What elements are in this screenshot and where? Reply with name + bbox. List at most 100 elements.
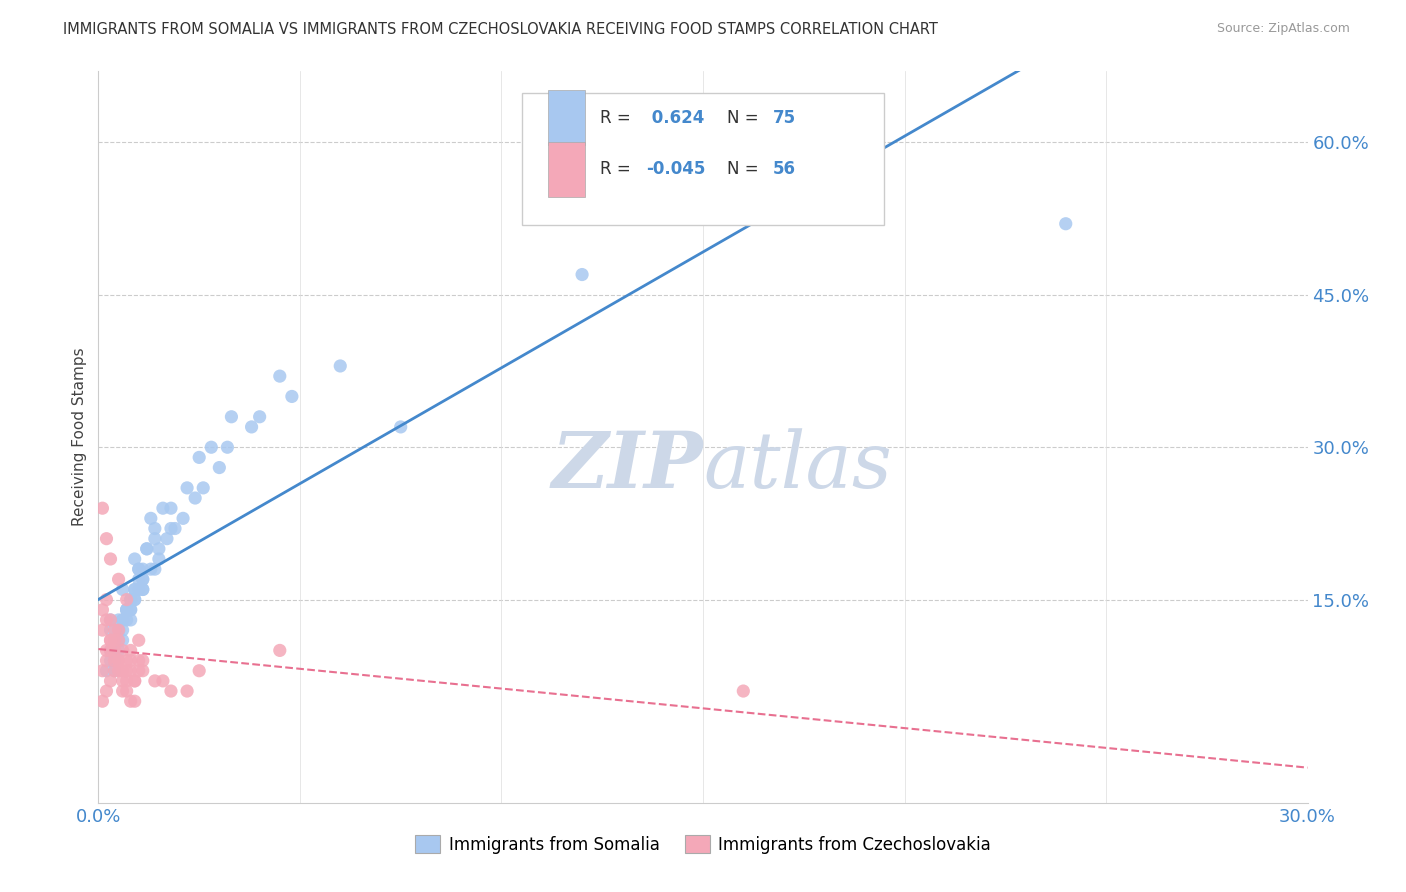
Point (128, 582, 150, 597)
Point (188, 450, 211, 465)
Point (111, 673, 134, 688)
Point (135, 541, 157, 556)
Point (135, 541, 157, 556)
Point (124, 673, 146, 688)
Point (103, 623, 125, 637)
Point (107, 654, 129, 668)
Point (813, 176, 835, 190)
Point (111, 633, 134, 648)
Point (103, 633, 125, 648)
Point (96, 592, 118, 607)
Text: Source: ZipAtlas.com: Source: ZipAtlas.com (1216, 22, 1350, 36)
Point (111, 582, 134, 597)
Point (100, 633, 122, 648)
Text: -0.045: -0.045 (647, 161, 706, 178)
Point (107, 664, 129, 678)
Point (221, 409, 243, 424)
Text: 75: 75 (773, 109, 796, 127)
Point (128, 664, 150, 678)
Text: N =: N = (727, 109, 763, 127)
Point (160, 521, 183, 535)
Point (188, 664, 211, 678)
FancyBboxPatch shape (548, 142, 585, 196)
Point (115, 673, 138, 688)
Point (100, 673, 122, 688)
Point (107, 643, 129, 657)
Text: atlas: atlas (703, 428, 891, 505)
Point (143, 673, 166, 688)
Point (132, 572, 155, 586)
Point (111, 643, 134, 657)
Point (115, 603, 138, 617)
Point (120, 654, 142, 668)
Point (120, 603, 142, 617)
Text: R =: R = (600, 161, 637, 178)
Y-axis label: Receiving Food Stamps: Receiving Food Stamps (72, 348, 87, 526)
Point (103, 633, 125, 648)
Point (103, 664, 125, 678)
Point (107, 623, 129, 637)
Point (91, 501, 114, 516)
FancyBboxPatch shape (522, 94, 884, 225)
Point (148, 552, 170, 566)
Point (107, 613, 129, 627)
Point (111, 664, 134, 678)
Point (200, 440, 222, 454)
Point (103, 654, 125, 668)
Point (143, 521, 166, 535)
Point (111, 623, 134, 637)
Legend: Immigrants from Somalia, Immigrants from Czechoslovakia: Immigrants from Somalia, Immigrants from… (409, 829, 997, 860)
Text: 0.624: 0.624 (647, 109, 704, 127)
Point (132, 582, 155, 597)
Point (128, 633, 150, 648)
Point (156, 532, 179, 546)
Point (115, 603, 138, 617)
Point (124, 592, 146, 607)
Point (389, 420, 412, 434)
Point (571, 268, 593, 282)
Point (100, 633, 122, 648)
Point (329, 359, 352, 373)
Point (249, 409, 271, 424)
Point (132, 582, 155, 597)
Point (128, 562, 150, 576)
Point (96, 664, 118, 678)
Point (132, 664, 155, 678)
Point (103, 633, 125, 648)
Point (103, 643, 125, 657)
Text: 56: 56 (773, 161, 796, 178)
Point (100, 643, 122, 657)
Point (132, 562, 155, 576)
Point (96, 532, 118, 546)
Point (217, 440, 239, 454)
Point (96, 654, 118, 668)
FancyBboxPatch shape (548, 90, 585, 145)
Point (91, 603, 114, 617)
Point (107, 623, 129, 637)
Point (160, 684, 183, 698)
Text: N =: N = (727, 161, 763, 178)
Point (96, 643, 118, 657)
Point (152, 673, 174, 688)
Point (120, 603, 142, 617)
Point (160, 501, 183, 516)
Point (120, 643, 142, 657)
Point (124, 592, 146, 607)
Point (96, 684, 118, 698)
Point (91, 623, 114, 637)
Point (111, 613, 134, 627)
Point (115, 654, 138, 668)
Point (107, 623, 129, 637)
Point (172, 511, 194, 525)
Point (107, 572, 129, 586)
Point (184, 491, 207, 505)
Point (124, 673, 146, 688)
Text: ZIP: ZIP (551, 428, 703, 505)
Point (96, 613, 118, 627)
Point (124, 552, 146, 566)
Point (111, 684, 134, 698)
Point (163, 521, 186, 535)
Point (100, 654, 122, 668)
Point (107, 654, 129, 668)
Point (143, 562, 166, 576)
